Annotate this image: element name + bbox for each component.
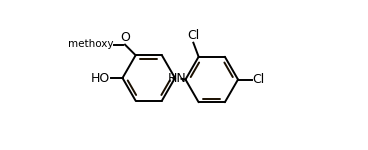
- Text: HO: HO: [91, 72, 110, 84]
- Text: Cl: Cl: [252, 73, 264, 86]
- Text: methoxy: methoxy: [68, 39, 113, 49]
- Text: Cl: Cl: [187, 29, 199, 42]
- Text: O: O: [120, 31, 130, 44]
- Text: HN: HN: [168, 72, 187, 85]
